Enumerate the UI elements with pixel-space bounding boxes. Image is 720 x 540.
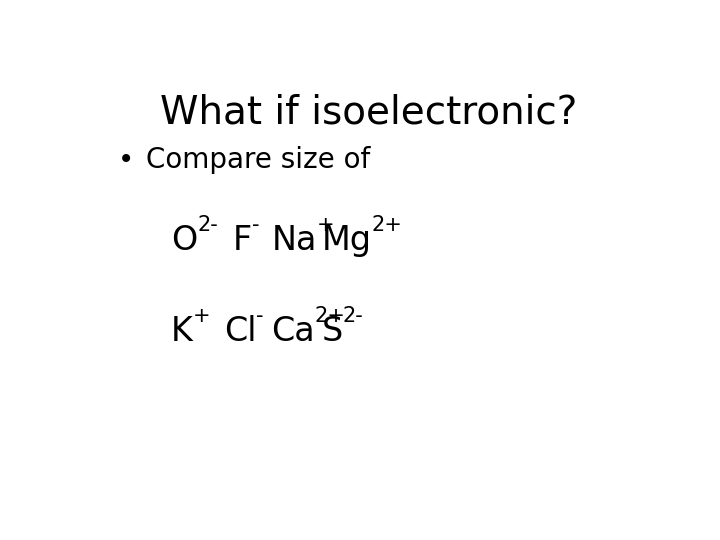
Text: Na: Na (271, 224, 317, 257)
Text: -: - (251, 215, 259, 235)
Text: +: + (193, 306, 210, 326)
Text: 2-: 2- (343, 306, 364, 326)
Text: 2+: 2+ (372, 215, 402, 235)
Text: •: • (118, 146, 135, 174)
Text: S: S (322, 315, 343, 348)
Text: -: - (256, 306, 264, 326)
Text: F: F (233, 224, 251, 257)
Text: Compare size of: Compare size of (145, 146, 370, 174)
Text: Mg: Mg (322, 224, 372, 257)
Text: What if isoelectronic?: What if isoelectronic? (161, 94, 577, 132)
Text: O: O (171, 224, 197, 257)
Text: 2-: 2- (197, 215, 218, 235)
Text: +: + (317, 215, 334, 235)
Text: Cl: Cl (224, 315, 256, 348)
Text: Ca: Ca (271, 315, 315, 348)
Text: K: K (171, 315, 193, 348)
Text: 2+: 2+ (315, 306, 346, 326)
